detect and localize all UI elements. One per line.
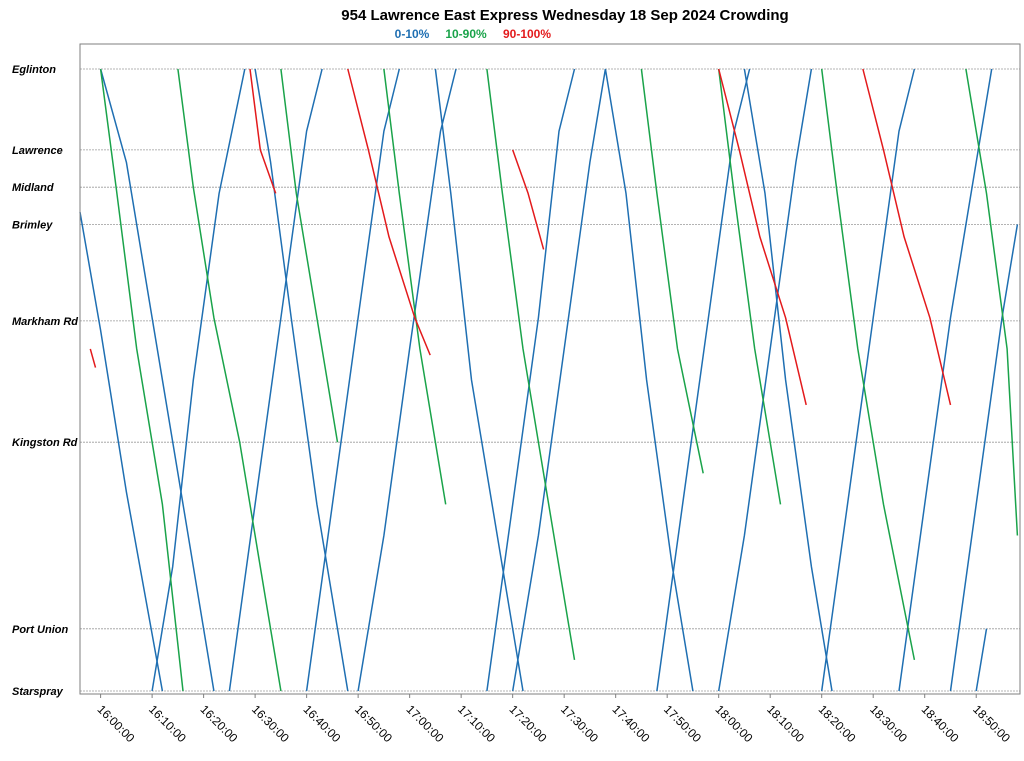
chart-title: 954 Lawrence East Express Wednesday 18 S… [341,7,788,24]
trip-line [511,68,607,692]
x-tick-label: 18:30:00 [867,702,910,745]
x-axis-ticks: 16:00:00 16:10:00 16:20:00 16:30:00 16:40:00… [94,694,1013,745]
trip-line [228,68,323,692]
series-layer [79,68,1019,692]
x-tick-label: 18:00:00 [713,702,756,745]
x-tick-label: 16:10:00 [146,702,189,745]
x-tick-label: 18:50:00 [970,702,1013,745]
stop-labels: Eglinton Lawrence Midland Brimley Markham Rd… [12,64,78,698]
x-tick-label: 17:30:00 [558,702,601,745]
series-90-100% [89,68,952,406]
trip-line [640,68,704,474]
trip-line [604,68,694,692]
trip-line [99,68,215,692]
x-tick-label: 16:50:00 [352,702,395,745]
trip-line [486,68,576,692]
trip-line [254,68,349,692]
stop-label: Eglinton [12,64,56,76]
x-tick-label: 16:00:00 [94,702,137,745]
x-tick-label: 18:40:00 [919,702,962,745]
trip-line [357,68,457,692]
trip-line [79,211,164,692]
x-tick-label: 17:10:00 [455,702,498,745]
trip-line [965,68,1019,536]
legend-entry: 10-90% [445,27,487,41]
grid [80,68,1020,692]
trip-line [743,68,833,692]
legend-entry: 90-100% [503,27,551,41]
trip-line [347,68,431,356]
x-tick-label: 18:10:00 [764,702,807,745]
trip-line [717,68,782,505]
stop-label: Markham Rd [12,316,78,328]
stop-label: Lawrence [12,145,63,157]
trip-line [717,68,813,692]
trip-line [249,68,277,194]
x-tick-label: 16:40:00 [301,702,344,745]
trip-line [99,68,184,692]
stop-label: Starspray [12,686,64,698]
legend-entry: 0-10% [395,27,430,41]
trip-line [975,628,988,692]
trip-line [717,68,807,406]
series-10-90% [99,68,1019,692]
x-tick-label: 18:20:00 [816,702,859,745]
trip-line [820,68,916,692]
x-tick-label: 16:20:00 [197,702,240,745]
trip-line [280,68,339,443]
legend: 0-10% 10-90% 90-100% [395,27,552,41]
trip-line [656,68,751,692]
series-0-10% [79,68,1019,692]
plot-frame [79,43,1021,695]
x-tick-label: 16:30:00 [249,702,292,745]
x-tick-label: 17:40:00 [610,702,653,745]
trip-line [434,68,524,692]
trip-line [511,149,545,250]
x-tick-label: 17:00:00 [404,702,447,745]
trip-line [898,68,993,692]
trip-line [862,68,952,406]
trip-line [177,68,282,692]
stop-label: Kingston Rd [12,437,78,449]
trip-line [820,68,916,661]
trip-line [949,224,1019,692]
trip-line [305,68,401,692]
trip-line [486,68,576,661]
trip-line [151,68,246,692]
trip-line [383,68,447,505]
stop-label: Midland [12,182,54,194]
trip-line [89,348,97,368]
x-tick-label: 17:50:00 [661,702,704,745]
stop-label: Brimley [12,220,53,232]
stop-label: Port Union [12,624,68,636]
x-tick-label: 17:20:00 [507,702,550,745]
